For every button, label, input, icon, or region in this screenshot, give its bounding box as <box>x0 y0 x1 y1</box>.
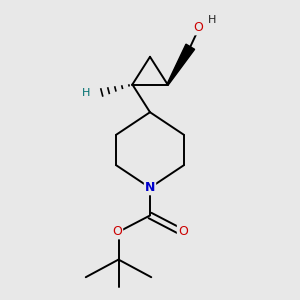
Text: O: O <box>112 225 122 239</box>
Text: O: O <box>193 21 203 34</box>
Polygon shape <box>167 44 195 85</box>
Text: H: H <box>82 88 90 98</box>
Text: H: H <box>208 15 216 25</box>
Text: N: N <box>145 181 155 194</box>
Text: O: O <box>178 225 188 239</box>
